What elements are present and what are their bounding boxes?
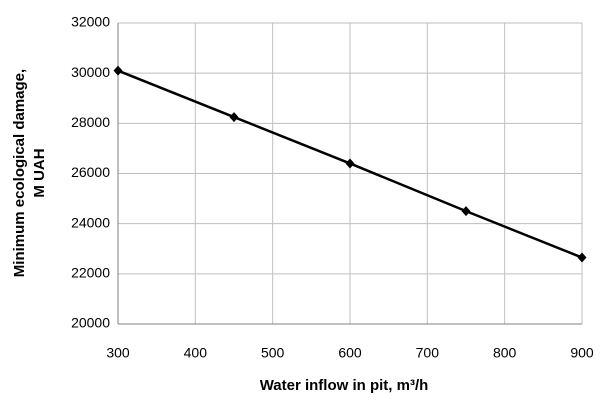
data-point (577, 252, 587, 263)
y-tick-label: 28000 (71, 114, 110, 130)
x-tick-label: 700 (416, 345, 440, 361)
x-tick-label: 300 (106, 345, 130, 361)
y-axis-label-line: Minimum ecological damage, (11, 69, 28, 277)
x-tick-label: 800 (493, 345, 517, 361)
y-tick-label: 26000 (71, 164, 110, 180)
x-tick-label: 900 (570, 345, 594, 361)
y-axis-label-line: M UAH (31, 148, 48, 197)
data-point (461, 206, 471, 217)
data-point (345, 158, 355, 169)
data-point (229, 112, 239, 123)
y-tick-label: 20000 (71, 315, 110, 331)
x-tick-label: 500 (261, 345, 285, 361)
y-tick-label: 32000 (71, 14, 110, 30)
data-point (113, 65, 123, 76)
x-tick-label: 400 (184, 345, 208, 361)
x-axis-label: Water inflow in pit, m³/h (260, 377, 429, 394)
x-tick-label: 600 (338, 345, 362, 361)
y-tick-label: 22000 (71, 265, 110, 281)
y-axis-label: Minimum ecological damage, M UAH (11, 69, 48, 277)
y-tick-label: 24000 (71, 214, 110, 230)
y-tick-label: 30000 (71, 64, 110, 80)
